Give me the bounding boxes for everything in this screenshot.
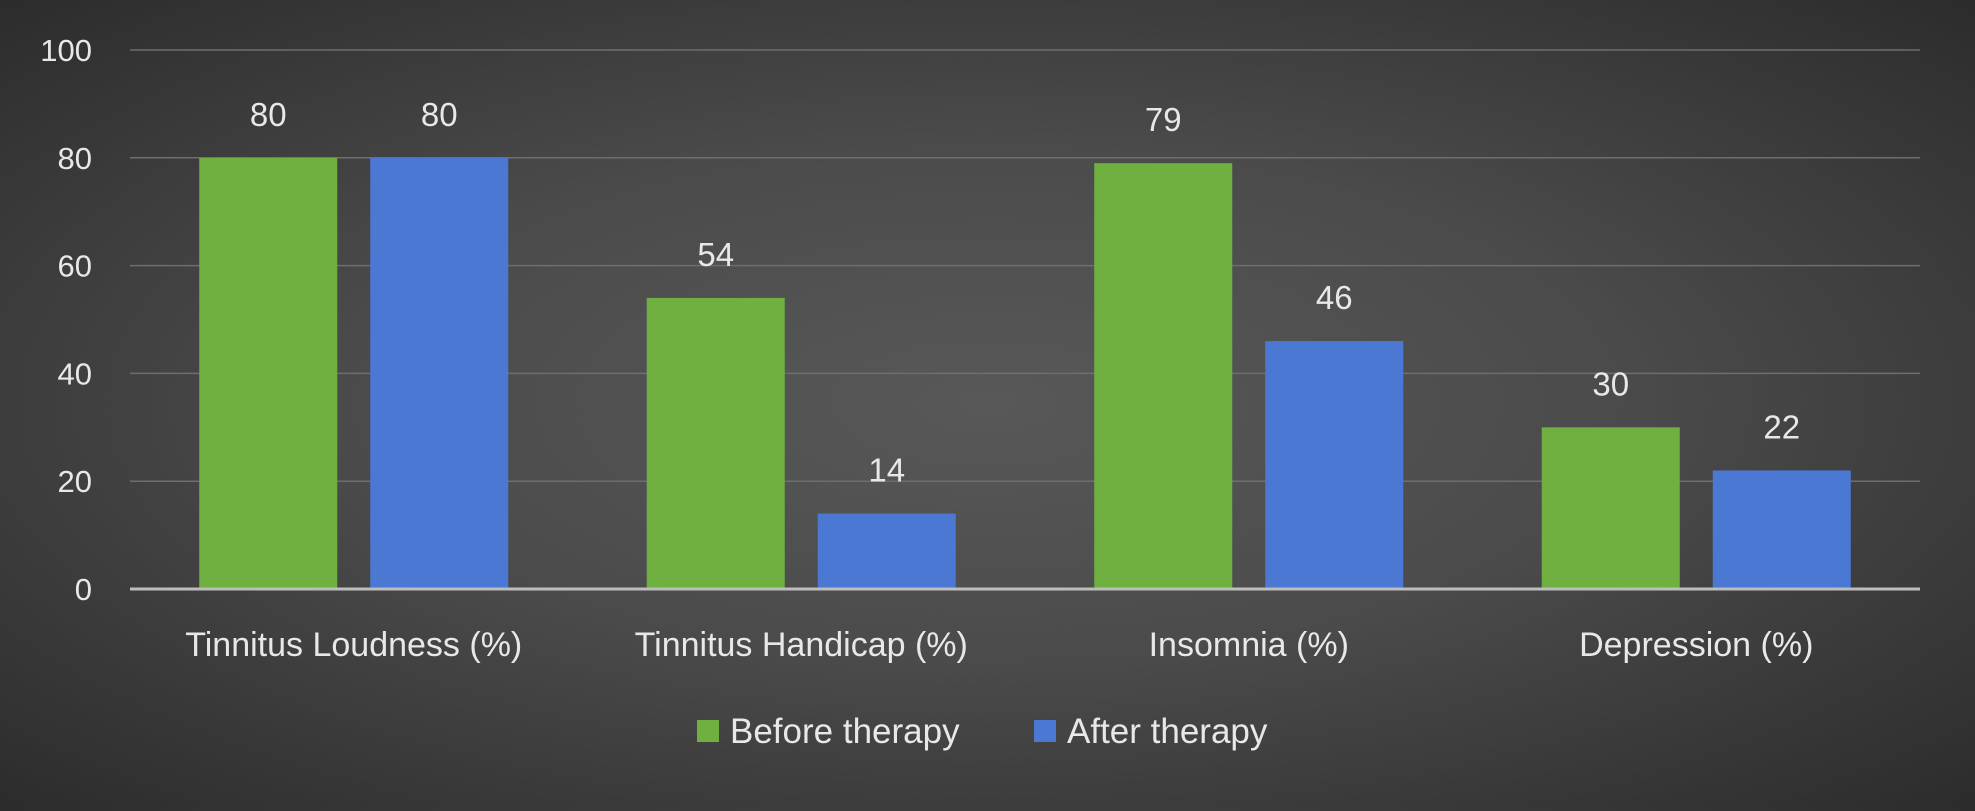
data-label: 80 [250,96,287,133]
bar-0-2 [1094,163,1233,589]
category-label: Insomnia (%) [1149,626,1349,664]
bar-0-1 [646,297,785,589]
y-tick-label: 100 [40,33,92,68]
y-axis-ticks: 0 20 40 60 80 100 [40,33,92,607]
y-tick-label: 80 [58,141,92,176]
category-label: Tinnitus Handicap (%) [635,626,968,664]
legend: Before therapy After therapy [697,712,1268,751]
data-label: 79 [1145,101,1182,138]
data-label: 30 [1592,365,1629,402]
legend-label: Before therapy [730,712,960,751]
legend-label: After therapy [1067,712,1268,751]
category-labels: Tinnitus Loudness (%) Tinnitus Handicap (… [185,626,1813,664]
bar-1-1 [817,513,956,589]
data-label: 22 [1763,408,1800,445]
category-label: Depression (%) [1579,626,1813,664]
y-tick-label: 40 [58,356,92,391]
legend-swatch [1034,720,1056,742]
data-label: 46 [1316,279,1353,316]
bar-0-0 [199,157,338,590]
bar-1-2 [1265,341,1404,589]
bars [199,157,1851,590]
y-tick-label: 60 [58,249,92,284]
bar-1-3 [1712,470,1851,589]
data-label: 54 [697,236,734,273]
y-tick-label: 0 [75,572,92,607]
data-labels: 80 80 54 14 79 46 30 22 [250,96,1800,489]
bar-1-0 [370,157,509,590]
category-label: Tinnitus Loudness (%) [185,626,522,664]
data-label: 80 [421,96,458,133]
y-tick-label: 20 [58,464,92,499]
bar-0-3 [1541,427,1680,589]
data-label: 14 [868,452,905,489]
legend-swatch [697,720,719,742]
